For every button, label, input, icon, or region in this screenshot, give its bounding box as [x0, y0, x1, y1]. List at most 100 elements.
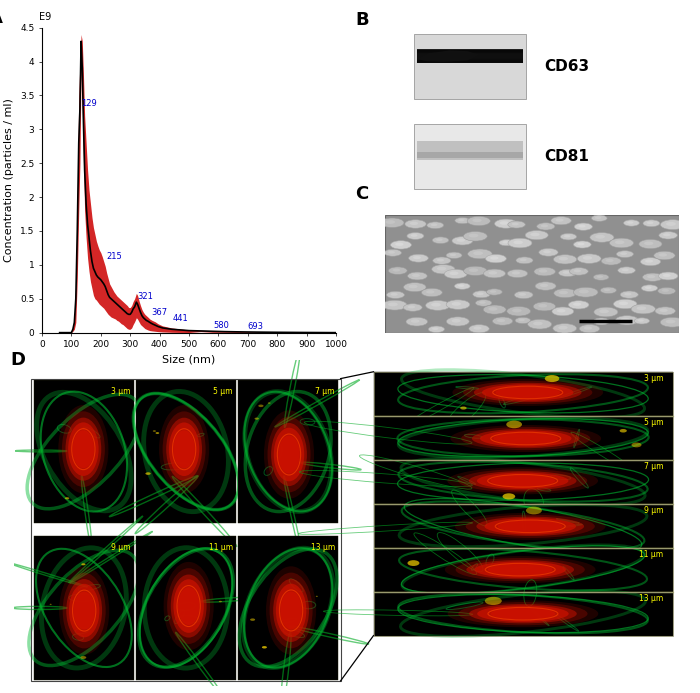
Text: 13 μm: 13 μm	[639, 594, 664, 603]
Ellipse shape	[447, 600, 598, 627]
Circle shape	[508, 238, 532, 248]
Circle shape	[316, 596, 318, 597]
Circle shape	[458, 284, 464, 287]
Text: 7 μm: 7 μm	[316, 387, 335, 396]
Text: 693: 693	[247, 322, 263, 331]
Circle shape	[489, 307, 498, 310]
FancyBboxPatch shape	[34, 380, 134, 523]
Circle shape	[153, 430, 156, 432]
Ellipse shape	[494, 432, 558, 444]
Circle shape	[593, 274, 609, 281]
Circle shape	[606, 258, 614, 262]
Circle shape	[50, 604, 52, 605]
Ellipse shape	[69, 584, 99, 638]
Circle shape	[654, 252, 675, 260]
Ellipse shape	[271, 423, 307, 486]
Circle shape	[599, 309, 609, 313]
Ellipse shape	[167, 568, 210, 644]
Circle shape	[556, 218, 564, 222]
Ellipse shape	[169, 423, 199, 476]
Circle shape	[596, 319, 603, 322]
Text: 215: 215	[106, 252, 122, 261]
Circle shape	[620, 252, 627, 255]
Ellipse shape	[63, 572, 106, 649]
Circle shape	[479, 301, 486, 304]
Ellipse shape	[274, 428, 304, 482]
Circle shape	[663, 274, 671, 277]
Ellipse shape	[491, 608, 555, 620]
Circle shape	[486, 289, 502, 295]
Circle shape	[386, 220, 395, 224]
FancyBboxPatch shape	[136, 380, 236, 523]
Circle shape	[645, 259, 653, 263]
Circle shape	[507, 306, 531, 316]
Circle shape	[553, 324, 577, 333]
Circle shape	[601, 287, 617, 294]
Circle shape	[578, 254, 601, 263]
Ellipse shape	[456, 558, 584, 581]
FancyBboxPatch shape	[417, 51, 523, 62]
Circle shape	[525, 231, 548, 240]
Circle shape	[534, 267, 555, 276]
Circle shape	[618, 267, 636, 274]
Circle shape	[382, 300, 407, 310]
Circle shape	[570, 267, 588, 275]
Circle shape	[595, 216, 601, 219]
Ellipse shape	[458, 602, 587, 625]
Circle shape	[643, 220, 660, 227]
Circle shape	[463, 266, 487, 276]
Circle shape	[539, 269, 547, 272]
Circle shape	[508, 270, 528, 278]
Text: 3 μm: 3 μm	[111, 387, 131, 396]
Ellipse shape	[477, 517, 584, 536]
Text: 11 μm: 11 μm	[209, 543, 233, 552]
Ellipse shape	[477, 606, 568, 622]
FancyBboxPatch shape	[417, 49, 523, 63]
Circle shape	[219, 601, 222, 602]
Circle shape	[592, 215, 607, 221]
Circle shape	[516, 257, 533, 264]
Circle shape	[483, 305, 506, 314]
Circle shape	[610, 238, 634, 248]
Circle shape	[393, 269, 400, 272]
Circle shape	[545, 375, 559, 382]
Circle shape	[437, 267, 447, 270]
Text: E9: E9	[39, 12, 51, 21]
Circle shape	[409, 254, 428, 262]
Ellipse shape	[455, 513, 606, 540]
Circle shape	[475, 299, 492, 306]
Circle shape	[644, 241, 653, 245]
Circle shape	[433, 257, 451, 264]
Circle shape	[485, 597, 502, 605]
Circle shape	[469, 268, 478, 272]
Circle shape	[647, 275, 655, 278]
Text: 5 μm: 5 μm	[644, 418, 664, 427]
Ellipse shape	[174, 579, 204, 633]
Text: D: D	[10, 351, 26, 369]
Circle shape	[452, 319, 461, 322]
Circle shape	[573, 241, 591, 248]
Circle shape	[477, 292, 484, 295]
Circle shape	[666, 319, 675, 324]
Circle shape	[406, 317, 428, 326]
Circle shape	[258, 405, 263, 407]
Circle shape	[413, 256, 421, 259]
Ellipse shape	[266, 566, 316, 655]
Circle shape	[659, 253, 667, 256]
Text: 5 μm: 5 μm	[214, 387, 233, 396]
Ellipse shape	[444, 556, 596, 584]
Circle shape	[250, 618, 255, 621]
Circle shape	[659, 308, 668, 312]
Circle shape	[533, 322, 542, 326]
Circle shape	[601, 257, 621, 265]
Circle shape	[559, 257, 568, 261]
Circle shape	[559, 270, 577, 277]
Circle shape	[469, 324, 489, 333]
Text: 441: 441	[173, 314, 188, 323]
Circle shape	[627, 221, 634, 224]
Circle shape	[456, 238, 465, 242]
X-axis label: Size (nm): Size (nm)	[162, 355, 216, 365]
Ellipse shape	[280, 592, 302, 629]
Circle shape	[533, 302, 556, 311]
Circle shape	[590, 233, 614, 243]
